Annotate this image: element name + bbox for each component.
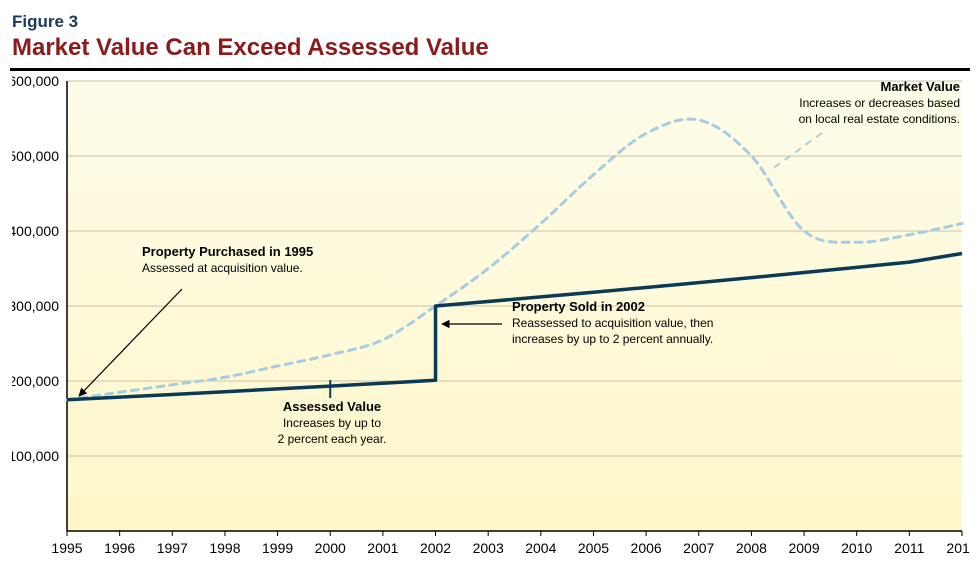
svg-text:Assessed at acquisition value.: Assessed at acquisition value. (142, 261, 303, 275)
svg-text:1997: 1997 (157, 540, 188, 556)
svg-text:2010: 2010 (841, 540, 872, 556)
svg-text:2000: 2000 (315, 540, 346, 556)
chart: 100,000 200,000 300,000 400,000 500,000 $600,… (12, 71, 970, 571)
svg-text:Property Purchased in 1995: Property Purchased in 1995 (142, 244, 313, 259)
figure-container: Figure 3 Market Value Can Exceed Assesse… (0, 0, 980, 583)
svg-text:Assessed Value: Assessed Value (283, 399, 381, 414)
svg-text:1998: 1998 (209, 540, 240, 556)
chart-svg: 100,000 200,000 300,000 400,000 500,000 $600,… (12, 71, 970, 571)
svg-text:2009: 2009 (788, 540, 819, 556)
svg-text:Property Sold in 2002: Property Sold in 2002 (512, 299, 645, 314)
svg-text:100,000: 100,000 (12, 448, 59, 464)
svg-text:2005: 2005 (578, 540, 609, 556)
svg-text:200,000: 200,000 (12, 373, 59, 389)
svg-text:2006: 2006 (631, 540, 662, 556)
svg-text:2004: 2004 (525, 540, 556, 556)
svg-text:400,000: 400,000 (12, 223, 59, 239)
svg-text:2002: 2002 (420, 540, 451, 556)
svg-text:2001: 2001 (367, 540, 398, 556)
svg-text:2008: 2008 (736, 540, 767, 556)
svg-text:Market Value: Market Value (881, 79, 961, 94)
svg-text:300,000: 300,000 (12, 298, 59, 314)
figure-label: Figure 3 (12, 12, 970, 32)
svg-text:increases by up to 2 percent a: increases by up to 2 percent annually. (512, 332, 713, 346)
svg-text:2011: 2011 (894, 540, 924, 556)
svg-text:2007: 2007 (683, 540, 714, 556)
svg-text:500,000: 500,000 (12, 148, 59, 164)
svg-text:2012: 2012 (946, 540, 970, 556)
svg-text:2 percent each year.: 2 percent each year. (278, 432, 387, 446)
svg-text:Increases by up to: Increases by up to (283, 416, 381, 430)
svg-text:2003: 2003 (473, 540, 504, 556)
figure-title: Market Value Can Exceed Assessed Value (12, 34, 970, 62)
svg-text:Reassessed to acquisition valu: Reassessed to acquisition value, then (512, 316, 713, 330)
svg-text:$600,000: $600,000 (12, 73, 59, 89)
svg-text:Increases or decreases based: Increases or decreases based (799, 96, 960, 110)
svg-text:on local real estate condition: on local real estate conditions. (799, 112, 960, 126)
svg-text:1996: 1996 (104, 540, 135, 556)
svg-text:1999: 1999 (262, 540, 293, 556)
svg-text:1995: 1995 (51, 540, 82, 556)
